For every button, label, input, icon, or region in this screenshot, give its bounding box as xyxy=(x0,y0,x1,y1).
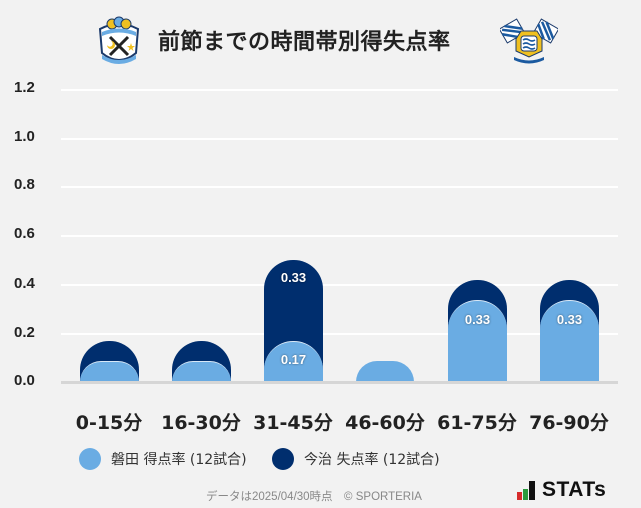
legend-swatch-light-blue-icon xyxy=(79,448,101,470)
stats-bar-red-icon xyxy=(517,492,522,500)
bar-home-61-75[interactable]: 0.33 xyxy=(448,300,507,382)
jubilo-iwata-crest-icon xyxy=(96,15,142,67)
gridline xyxy=(61,333,618,335)
x-tick-label: 0-15分 xyxy=(75,412,143,434)
bar-home-16-30[interactable] xyxy=(172,361,231,382)
gridline xyxy=(61,89,618,91)
gridline xyxy=(61,186,618,188)
gridline xyxy=(61,138,618,140)
bar-home-0-15[interactable] xyxy=(80,361,139,382)
stats-bar-black-icon xyxy=(529,481,535,500)
stats-bar-green-icon xyxy=(523,489,528,500)
fc-imabari-crest-icon xyxy=(498,17,560,65)
legend-item-home[interactable]: 磐田 得点率 (12試合) xyxy=(79,448,247,470)
legend-swatch-navy-icon xyxy=(272,448,294,470)
bar-value-label: 0.17 xyxy=(280,352,307,367)
legend-item-away[interactable]: 今治 失点率 (12試合) xyxy=(272,448,440,470)
x-tick-label: 16-30分 xyxy=(161,412,241,434)
y-tick-label: 1.2 xyxy=(14,79,35,96)
bar-value-label: 0.33 xyxy=(280,270,307,285)
bar-home-31-45[interactable]: 0.17 xyxy=(264,341,323,382)
y-tick-label: 1.0 xyxy=(14,128,35,145)
legend-label: 今治 失点率 (12試合) xyxy=(304,452,440,468)
bar-home-76-90[interactable]: 0.33 xyxy=(540,300,599,382)
x-tick-label: 76-90分 xyxy=(529,412,609,434)
legend-label: 磐田 得点率 (12試合) xyxy=(111,452,247,468)
x-axis-baseline xyxy=(61,381,618,384)
bar-value-label: 0.33 xyxy=(556,312,583,327)
y-tick-label: 0.6 xyxy=(14,225,35,242)
footer-note: データは2025/04/30時点 © SPORTERIA xyxy=(206,491,422,503)
y-tick-label: 0.0 xyxy=(14,372,35,389)
chart-title: 前節までの時間帯別得失点率 xyxy=(158,30,451,55)
stats-brand-text: STATs xyxy=(542,478,607,501)
stats-brand-logo: STATs xyxy=(517,478,606,500)
x-tick-label: 46-60分 xyxy=(345,412,425,434)
y-tick-label: 0.2 xyxy=(14,324,35,341)
gridline xyxy=(61,284,618,286)
y-tick-label: 0.4 xyxy=(14,275,35,292)
x-tick-label: 61-75分 xyxy=(437,412,517,434)
x-tick-label: 31-45分 xyxy=(253,412,333,434)
chart-plot-area: 1.2 1.0 0.8 0.6 0.4 0.2 0.0 0.33 0.17 0.… xyxy=(14,79,618,389)
gridline xyxy=(61,235,618,237)
bar-home-46-60[interactable] xyxy=(356,361,414,382)
y-tick-label: 0.8 xyxy=(14,176,35,193)
bar-value-label: 0.33 xyxy=(464,312,491,327)
